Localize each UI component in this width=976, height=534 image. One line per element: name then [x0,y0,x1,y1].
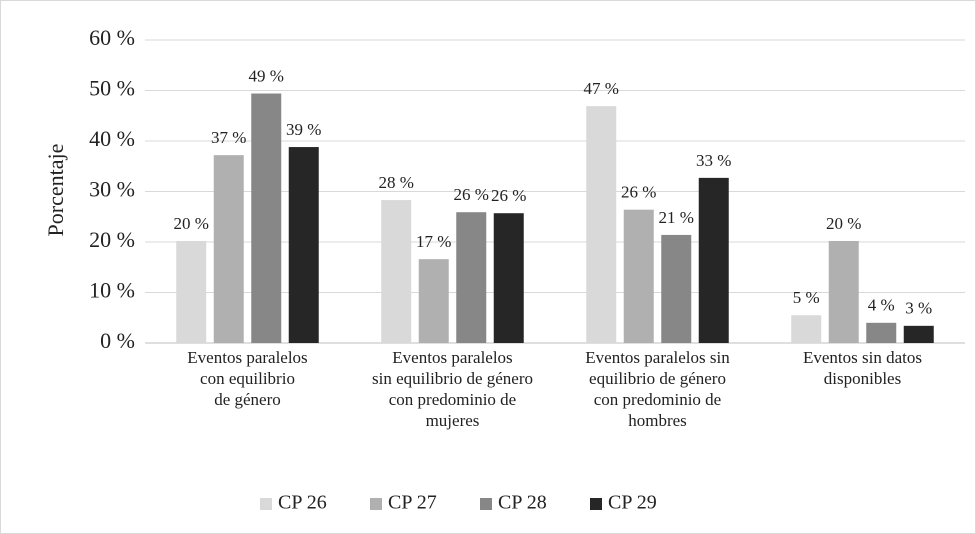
value-label: 26 % [454,185,489,204]
value-label: 3 % [905,299,932,318]
bar [828,240,859,343]
value-label: 39 % [286,120,321,139]
value-label: 17 % [416,232,451,251]
y-tick-label: 30 % [89,177,135,202]
bar [791,315,822,343]
y-axis-label: Porcentaje [43,144,68,237]
value-label: 33 % [696,151,731,170]
bar [456,212,487,343]
y-tick-label: 10 % [89,278,135,303]
y-tick-label: 50 % [89,76,135,101]
bar [288,147,319,343]
value-label: 5 % [793,288,820,307]
y-tick-label: 0 % [100,328,135,353]
bar [176,240,207,343]
x-tick-label: Eventos paralelos sin equilibrio de géner… [372,348,533,430]
bar [661,234,692,343]
bar [623,209,654,343]
legend-label: CP 28 [498,492,547,514]
bar [251,93,282,343]
x-tick-label: Eventos paralelos sin equilibrio de géner… [585,348,730,430]
bar [213,155,244,343]
y-tick-label: 20 % [89,227,135,252]
legend-swatch [590,498,602,510]
y-tick-label: 60 % [89,25,135,50]
legend-swatch [480,498,492,510]
value-label: 21 % [659,208,694,227]
value-label: 26 % [621,183,656,202]
value-label: 20 % [174,214,209,233]
value-label: 4 % [868,296,895,315]
legend-swatch [260,498,272,510]
x-tick-label: Eventos paralelos con equilibrio de género [187,348,307,409]
x-tick-label: Eventos sin datos disponibles [803,348,922,388]
bar [493,213,524,343]
bar [903,325,934,343]
bar [586,106,617,343]
legend-swatch [370,498,382,510]
bar [381,200,412,343]
bar [698,177,729,343]
value-label: 49 % [249,66,284,85]
bar [866,322,897,343]
value-label: 47 % [584,79,619,98]
bar [418,259,449,343]
legend-label: CP 29 [608,492,657,514]
value-label: 37 % [211,128,246,147]
value-label: 26 % [491,186,526,205]
value-label: 28 % [379,173,414,192]
legend-label: CP 27 [388,492,437,514]
y-tick-label: 40 % [89,126,135,151]
value-label: 20 % [826,214,861,233]
legend-label: CP 26 [278,492,327,514]
